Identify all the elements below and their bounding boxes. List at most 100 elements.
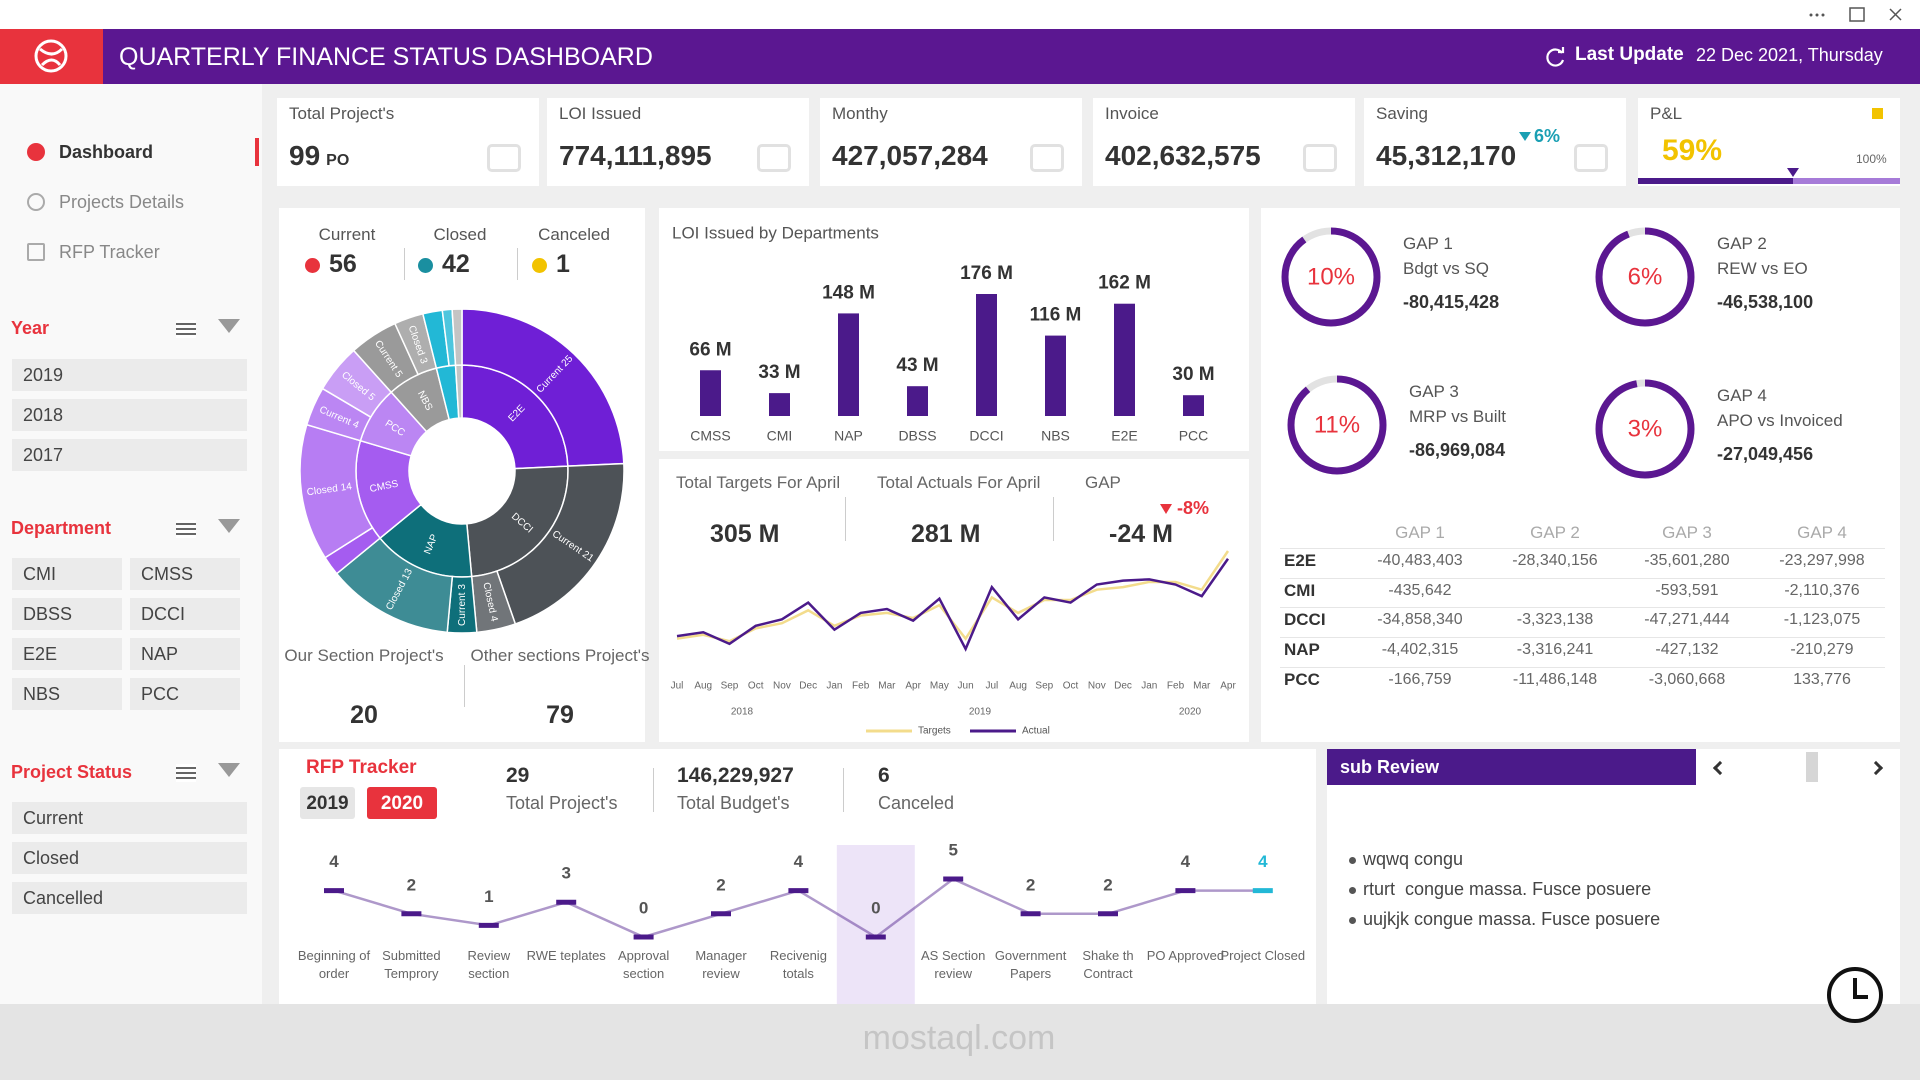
table-cell: -11,486,148 — [1512, 670, 1598, 688]
multi-select-button[interactable] — [176, 320, 196, 338]
row-name: DCCI — [1284, 610, 1326, 630]
change-arrow — [1519, 132, 1531, 141]
bullet — [1349, 857, 1356, 864]
gap-amount: -86,969,084 — [1409, 440, 1506, 460]
table-cell: -40,483,403 — [1377, 552, 1463, 569]
gap-name: GAP 3 — [1409, 382, 1459, 401]
rfp-stat-label: Total Project's — [506, 793, 618, 813]
divider — [653, 768, 654, 812]
year-button[interactable]: 2020 — [367, 787, 437, 819]
gap-desc: REW vs EO — [1717, 259, 1808, 278]
filter-item[interactable]: Cancelled — [12, 882, 247, 914]
nav-label: Projects Details — [59, 192, 185, 212]
footer-strip — [0, 1004, 1920, 1080]
gap-name: GAP 1 — [1403, 234, 1453, 253]
clear-filter-button[interactable] — [218, 763, 240, 777]
row-name: PCC — [1284, 669, 1320, 689]
filter-item[interactable]: DCCI — [130, 598, 240, 630]
kpi-icon — [1030, 144, 1064, 172]
chevron — [1712, 760, 1728, 776]
nav-item[interactable]: RFP Tracker — [0, 234, 262, 270]
menu-dot — [1821, 13, 1825, 17]
kpi-value: 427,057,284 — [832, 140, 988, 171]
table-cell: -2,110,376 — [1784, 581, 1860, 599]
kpi-icon — [487, 144, 521, 172]
filter-item[interactable]: E2E — [12, 638, 122, 670]
kpi-card: P&L 59% 100% — [1638, 98, 1900, 186]
table-cell: -34,858,340 — [1377, 611, 1463, 629]
kpi-unit: PO — [326, 152, 350, 169]
filter-item[interactable]: 2018 — [12, 399, 247, 431]
kpi-card: Saving 45,312,170 6% — [1364, 98, 1626, 186]
table-cell: -210,279 — [1790, 641, 1854, 659]
last-update-label: Last Update — [1575, 44, 1684, 65]
refresh-icon[interactable] — [1545, 46, 1567, 68]
review-item: uujkjk congue massa. Fusce posuere — [1363, 909, 1661, 929]
gap-name: GAP 2 — [1717, 234, 1767, 253]
status-icon — [305, 258, 320, 273]
filter-item[interactable]: NBS — [12, 678, 122, 710]
kpi-value: 45,312,170 — [1376, 140, 1517, 171]
rfp-title: RFP Tracker — [306, 757, 417, 778]
nav-item[interactable]: Dashboard — [0, 134, 262, 170]
kpi-value: 59% — [1662, 134, 1723, 167]
nav-item[interactable]: Projects Details — [0, 184, 262, 220]
scroll-thumb[interactable] — [1806, 752, 1818, 782]
kpi-label: Monthy — [832, 104, 888, 123]
row-name: E2E — [1284, 551, 1317, 570]
table-cell: -166,759 — [1388, 670, 1452, 688]
year-button[interactable]: 2019 — [300, 787, 355, 819]
filter-title: Department — [11, 518, 112, 538]
close-button[interactable] — [1889, 8, 1902, 21]
table-header: GAP 3 — [1662, 523, 1712, 542]
filter-item[interactable]: CMSS — [130, 558, 240, 590]
clear-filter-button[interactable] — [218, 319, 240, 333]
clear-filter-button[interactable] — [218, 519, 240, 533]
x-tick-label: Project Closed — [1220, 948, 1306, 963]
row-divider — [1280, 637, 1885, 639]
gap-desc: Bdgt vs SQ — [1403, 259, 1489, 278]
table-cell: -427,132 — [1655, 641, 1719, 659]
last-update-date: 22 Dec 2021, Thursday — [1696, 45, 1883, 65]
multi-select-button[interactable] — [176, 520, 196, 538]
nav-label: Dashboard — [59, 142, 154, 162]
gap-amount: -27,049,456 — [1717, 444, 1814, 464]
x-tick-label: sub Review — [842, 948, 910, 963]
status-label: Current — [318, 225, 376, 244]
rfp-stat-value: 29 — [506, 764, 530, 787]
summary-value: -24 M — [1109, 520, 1173, 548]
table-cell: -3,316,241 — [1516, 641, 1594, 659]
rfp-stat-label: Total Budget's — [677, 793, 790, 813]
filter-item[interactable]: 2017 — [12, 439, 247, 471]
sub-review-panel — [1327, 749, 1900, 1004]
summary-label: Total Actuals For April — [877, 473, 1041, 492]
sub-review-header — [1327, 749, 1696, 785]
kpi-icon — [1574, 144, 1608, 172]
header: QUARTERLY FINANCE STATUS DASHBOARD Last … — [0, 29, 1920, 84]
restore-button[interactable] — [1849, 7, 1865, 22]
divider — [1053, 497, 1054, 541]
filter-item[interactable]: Closed — [12, 842, 247, 874]
kpi-icon — [1303, 144, 1337, 172]
filter-item[interactable]: 2019 — [12, 359, 247, 391]
row-name: CMI — [1284, 580, 1316, 600]
kpi-value: 402,632,575 — [1105, 140, 1261, 171]
filter-item[interactable]: PCC — [130, 678, 240, 710]
filter-title: Year — [11, 318, 50, 338]
next-button[interactable] — [1866, 755, 1892, 781]
kpi-icon — [757, 144, 791, 172]
table-cell: -4,402,315 — [1381, 641, 1459, 659]
summary-label: GAP — [1085, 473, 1121, 492]
filter-item[interactable]: Current — [12, 802, 247, 834]
filter-item[interactable]: CMI — [12, 558, 122, 590]
menu-dot — [1815, 13, 1819, 17]
multi-select-button[interactable] — [176, 764, 196, 782]
kpi-label: Total Project's — [289, 104, 395, 123]
prev-button[interactable] — [1706, 755, 1732, 781]
filter-item[interactable]: DBSS — [12, 598, 122, 630]
kpi-label: Saving — [1376, 104, 1428, 123]
x-tick-label: RWE teplates — [526, 948, 606, 963]
x-tick-label: Beginning of order — [297, 948, 371, 981]
filter-item[interactable]: NAP — [130, 638, 240, 670]
x-tick-label: Manager review — [695, 948, 747, 981]
